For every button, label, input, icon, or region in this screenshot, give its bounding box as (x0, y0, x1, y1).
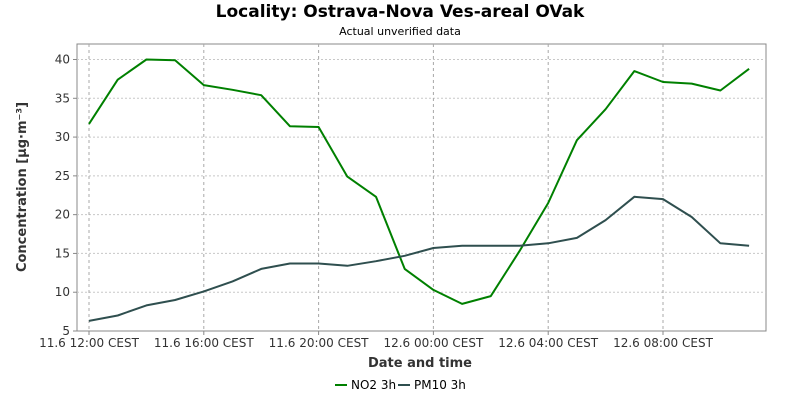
legend-label: NO2 3h (351, 378, 396, 392)
x-tick-label: 11.6 16:00 CEST (154, 336, 255, 350)
series-lines (88, 58, 750, 322)
y-tick-label: 20 (55, 208, 70, 222)
y-axis-ticks: 5 10 15 20 25 30 35 40 (55, 53, 77, 338)
y-tick-label: 40 (55, 53, 70, 67)
x-tick-label: 12.6 00:00 CEST (383, 336, 484, 350)
chart-title: Locality: Ostrava-Nova Ves-areal OVak (216, 2, 585, 22)
x-tick-label: 11.6 12:00 CEST (39, 336, 140, 350)
y-tick-label: 35 (55, 91, 70, 105)
y-axis-label: Concentration [µg·m⁻³] (15, 102, 30, 272)
plot-background (76, 43, 767, 332)
grid-lines (77, 44, 766, 331)
y-tick-label: 5 (62, 324, 70, 338)
y-tick-label: 15 (55, 246, 70, 260)
series-line-no2-3h (88, 58, 750, 305)
legend-label: PM10 3h (414, 378, 466, 392)
x-tick-label: 12.6 08:00 CEST (613, 336, 714, 350)
chart-subtitle: Actual unverified data (339, 25, 461, 38)
y-tick-label: 10 (55, 285, 70, 299)
series-line-pm10-3h (88, 195, 750, 322)
x-tick-label: 12.6 04:00 CEST (498, 336, 599, 350)
y-tick-label: 25 (55, 169, 70, 183)
plot-area (76, 43, 767, 332)
legend: NO2 3h PM10 3h (335, 378, 466, 392)
x-axis-label: Date and time (368, 356, 472, 371)
x-tick-label: 11.6 20:00 CEST (269, 336, 370, 350)
y-tick-label: 30 (55, 130, 70, 144)
x-axis-ticks: 11.6 12:00 CEST 11.6 16:00 CEST 11.6 20:00… (39, 331, 714, 350)
